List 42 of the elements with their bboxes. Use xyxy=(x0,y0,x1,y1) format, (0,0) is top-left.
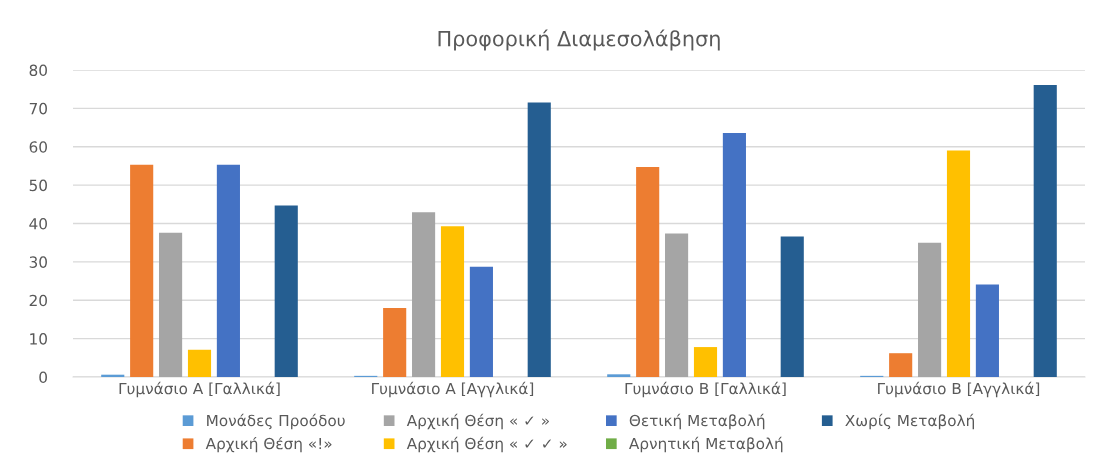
bar xyxy=(130,164,154,377)
x-tick-label: Γυμνάσιο Α [Γαλλικά] xyxy=(119,381,280,398)
bar xyxy=(607,374,631,377)
bar xyxy=(918,242,942,377)
bar xyxy=(1033,84,1057,377)
y-tick-label: 0 xyxy=(39,371,47,384)
bar xyxy=(159,232,183,377)
bar xyxy=(693,347,718,377)
bar xyxy=(889,353,913,377)
chart-title: Προφορική Διαμεσολάβηση xyxy=(438,29,720,51)
bar xyxy=(946,150,971,377)
y-tick-label: 50 xyxy=(29,179,47,192)
bar xyxy=(636,167,660,377)
y-tick-label: 40 xyxy=(29,217,47,230)
bar xyxy=(469,266,493,377)
bar xyxy=(780,236,804,377)
bar xyxy=(412,212,436,377)
y-tick-label: 70 xyxy=(29,102,47,115)
x-tick-label: Γυμνάσιο Β [Αγγλικά] xyxy=(878,381,1040,398)
legend-label: Μονάδες Προόδου xyxy=(207,413,345,430)
bar xyxy=(187,349,212,377)
bar xyxy=(440,226,465,377)
x-tick-label: Γυμνάσιο Α [Αγγλικά] xyxy=(372,381,534,398)
x-tick-label: Γυμνάσιο Β [Γαλλικά] xyxy=(625,381,786,398)
bar xyxy=(216,164,240,377)
legend-label: Αρνητική Μεταβολή xyxy=(629,436,783,453)
legend-label: Αρχική Θέση « ✓ ✓ » xyxy=(406,436,567,453)
legend-label: Αρχική Θέση «!» xyxy=(205,436,332,453)
bar xyxy=(274,205,298,377)
y-tick-label: 80 xyxy=(29,64,47,77)
bar xyxy=(527,102,551,377)
legend-label: Αρχική Θέση « ✓ » xyxy=(406,413,549,430)
y-tick-label: 60 xyxy=(29,141,47,153)
legend-label: Θετική Μεταβολή xyxy=(629,413,765,430)
legend-label: Χωρίς Μεταβολή xyxy=(845,413,974,430)
y-tick-label: 30 xyxy=(29,256,47,268)
bar xyxy=(722,132,746,377)
bar xyxy=(383,307,407,377)
bar xyxy=(975,284,999,377)
y-tick-label: 20 xyxy=(29,294,47,307)
bar xyxy=(665,233,689,377)
y-tick-label: 10 xyxy=(30,333,47,345)
